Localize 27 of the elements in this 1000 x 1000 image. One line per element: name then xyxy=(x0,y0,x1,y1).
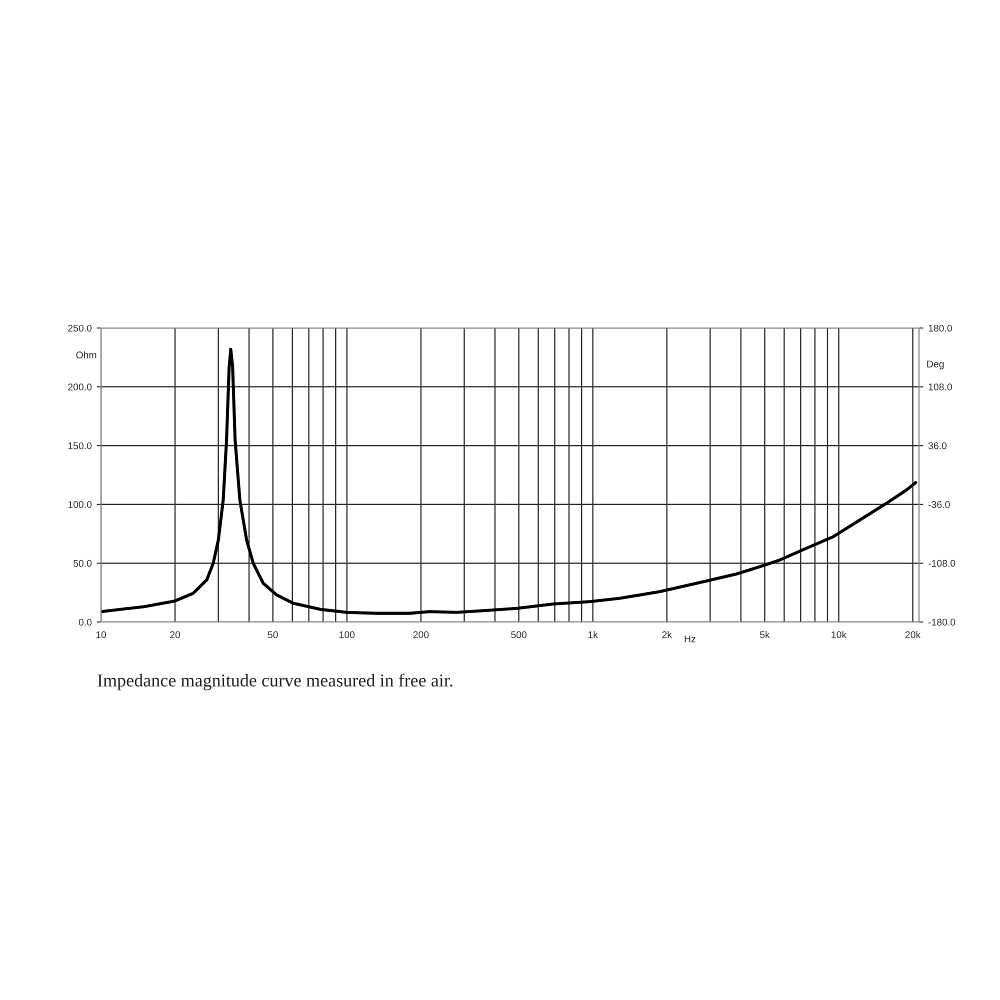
y-tick-label: 100.0 xyxy=(68,501,92,508)
x-tick-label: 20 xyxy=(170,631,180,638)
y2-tick-label: 180.0 xyxy=(928,324,952,332)
x-tick-label: 100 xyxy=(340,631,355,638)
y-tick-label: 150.0 xyxy=(68,442,92,450)
x-tick-label: 50 xyxy=(268,631,278,638)
y2-tick-label: -108.0 xyxy=(928,560,956,567)
x-tick-label: 5k xyxy=(760,631,770,638)
x-tick-label: 10k xyxy=(832,631,847,638)
x-axis-title: Hz xyxy=(684,636,696,642)
x-tick-label: 200 xyxy=(413,631,429,638)
y-tick-label: 0.0 xyxy=(78,618,92,626)
x-tick-label: 10 xyxy=(96,631,106,638)
y2-tick-label: -36.0 xyxy=(928,501,950,508)
x-tick-label: 1k xyxy=(588,631,598,638)
y-tick-label: 200.0 xyxy=(68,384,92,390)
text: Impedance magnitude curve measured in free air. xyxy=(98,674,452,690)
y2-tick-label: 36.0 xyxy=(928,442,947,450)
y-tick-label: 250.0 xyxy=(68,324,92,332)
y2-axis-title: Deg xyxy=(927,360,944,370)
y-axis-title: Ohm xyxy=(76,351,96,358)
x-tick-label: 500 xyxy=(511,631,527,638)
y-tick-label: 50.0 xyxy=(73,560,92,567)
x-tick-label: 2k xyxy=(662,631,672,638)
y2-tick-label: -180.0 xyxy=(928,618,956,626)
x-tick-label: 20k xyxy=(905,631,921,638)
y2-tick-label: 108.0 xyxy=(928,384,952,390)
